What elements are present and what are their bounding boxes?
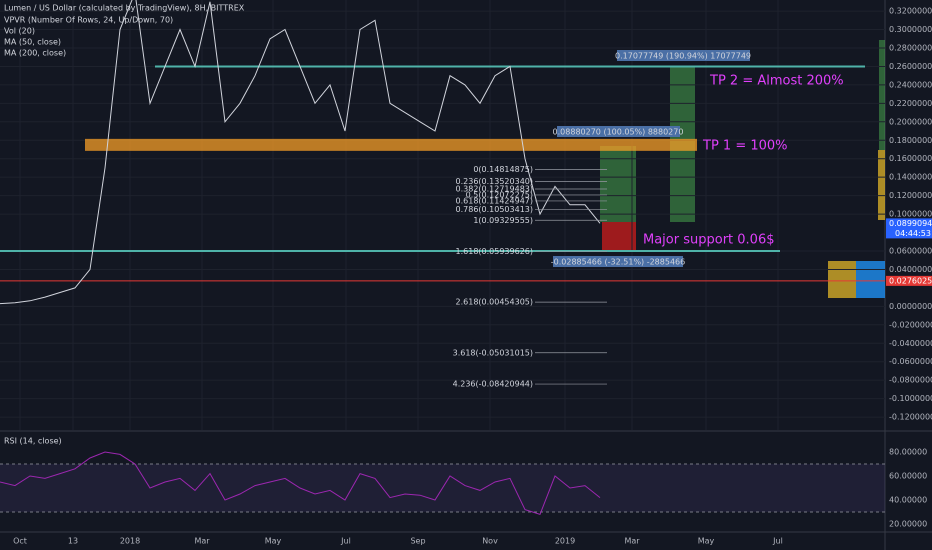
rsi-line bbox=[0, 451, 601, 516]
measure-bg bbox=[557, 126, 680, 137]
rsi-tick-label: 20.00000 bbox=[889, 519, 927, 528]
annotation: Major support 0.06$ bbox=[643, 233, 775, 248]
x-tick-label: 2019 bbox=[555, 537, 575, 546]
vpvr-bar bbox=[878, 150, 885, 220]
x-tick-label: Mar bbox=[194, 537, 210, 546]
target-box bbox=[600, 146, 636, 222]
chart-title: Lumen / US Dollar (calculated by Trading… bbox=[4, 4, 245, 13]
y-tick-label: -0.02000000 bbox=[889, 320, 932, 329]
measure-label: 0.08880270 (100.05%) 8880270 bbox=[553, 128, 684, 137]
x-tick-label: Jul bbox=[340, 537, 351, 546]
y-tick-label: 0.00000000 bbox=[889, 302, 932, 311]
vpvr-bar bbox=[879, 40, 885, 150]
x-tick-label: May bbox=[698, 537, 715, 546]
x-tick-label: Jul bbox=[772, 537, 783, 546]
countdown: 04:44:53 bbox=[895, 229, 931, 238]
y-tick-label: -0.08000000 bbox=[889, 376, 932, 385]
rsi-tick-label: 60.00000 bbox=[889, 472, 927, 481]
vpvr-box bbox=[856, 261, 885, 298]
measure-label: 0.17077749 (190.94%) 17077749 bbox=[615, 52, 751, 61]
fib-label: 1(0.09329555) bbox=[473, 216, 533, 225]
annotation: TP 2 = Almost 200% bbox=[709, 74, 844, 89]
fib-label: 0.236(0.13520340) bbox=[456, 177, 534, 186]
vpvr-box bbox=[828, 261, 856, 298]
indicator: Vol (20) bbox=[4, 27, 35, 36]
indicator: MA (50, close) bbox=[4, 38, 61, 47]
x-tick-label: May bbox=[265, 537, 282, 546]
x-tick-label: Mar bbox=[624, 537, 640, 546]
measure-bg bbox=[553, 256, 683, 267]
low-marker-bg bbox=[886, 275, 932, 286]
low-marker-label: 0.02760254 bbox=[889, 276, 932, 285]
fib-label: 2.618(0.00454305) bbox=[456, 298, 534, 307]
indicator: MA (200, close) bbox=[4, 49, 66, 58]
measure-label: -0.02885466 (-32.51%) -2885466 bbox=[551, 258, 685, 267]
fib-label: 4.236(-0.08420944) bbox=[453, 380, 533, 389]
fib-label: 3.618(-0.05031015) bbox=[453, 348, 533, 357]
x-tick-label: Sep bbox=[410, 537, 425, 546]
fib-label: 1.618(0.05939626) bbox=[456, 247, 534, 256]
fib-label: 0.382(0.12719483) bbox=[456, 184, 534, 193]
x-tick-label: 13 bbox=[68, 537, 78, 546]
rsi-tick-label: 40.00000 bbox=[889, 495, 927, 504]
last-price-bg bbox=[886, 218, 932, 239]
fib-label: 0.786(0.10503413) bbox=[456, 205, 534, 214]
indicator: VPVR (Number Of Rows, 24, Up/Down, 70) bbox=[4, 16, 173, 25]
rsi-title: RSI (14, close) bbox=[4, 437, 62, 446]
fib-label: 0.618(0.11424947) bbox=[456, 196, 534, 205]
fib-label: 0(0.14814875) bbox=[473, 165, 533, 174]
stop-box bbox=[602, 222, 636, 252]
annotation: TP 1 = 100% bbox=[702, 139, 788, 154]
rsi-tick-label: 80.00000 bbox=[889, 448, 927, 457]
fib-label: 0.5(0.12072275) bbox=[466, 190, 533, 199]
price-line bbox=[0, 0, 601, 305]
resistance-band bbox=[85, 138, 697, 151]
x-tick-label: Oct bbox=[13, 537, 27, 546]
measure-bg bbox=[617, 50, 750, 61]
x-tick-label: Nov bbox=[482, 537, 498, 546]
x-tick-label: 2018 bbox=[120, 537, 140, 546]
